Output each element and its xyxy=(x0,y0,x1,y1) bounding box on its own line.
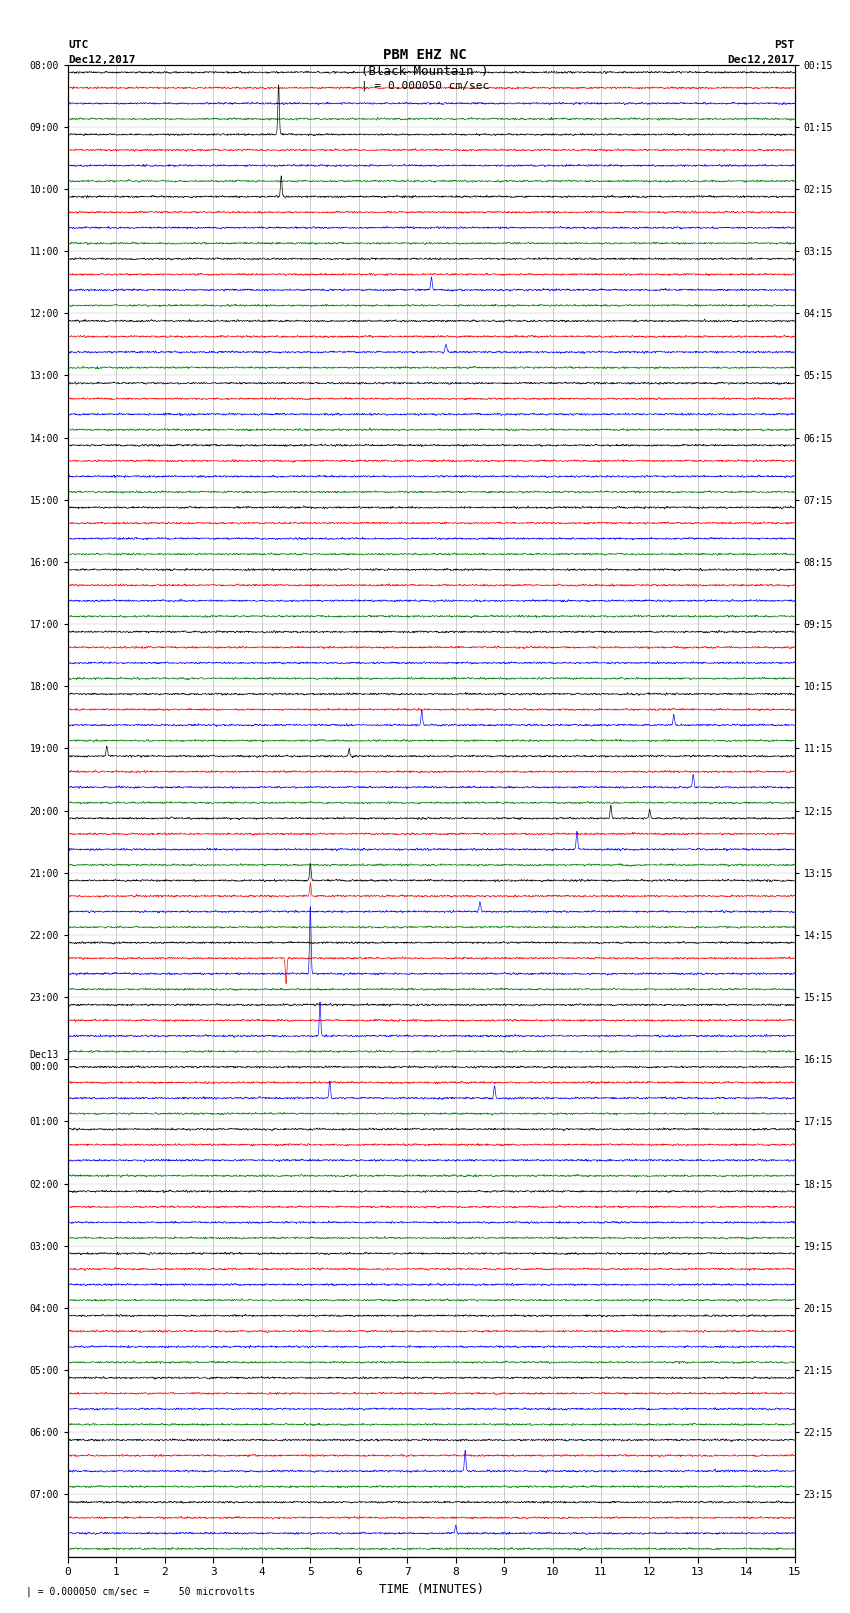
Text: (Black Mountain ): (Black Mountain ) xyxy=(361,65,489,77)
Text: PST: PST xyxy=(774,40,795,50)
Text: PBM EHZ NC: PBM EHZ NC xyxy=(383,48,467,63)
Text: UTC: UTC xyxy=(68,40,88,50)
Text: Dec12,2017: Dec12,2017 xyxy=(728,55,795,65)
Text: | = 0.000050 cm/sec: | = 0.000050 cm/sec xyxy=(361,81,489,92)
Text: | = 0.000050 cm/sec =     50 microvolts: | = 0.000050 cm/sec = 50 microvolts xyxy=(26,1586,255,1597)
X-axis label: TIME (MINUTES): TIME (MINUTES) xyxy=(379,1582,484,1595)
Text: Dec12,2017: Dec12,2017 xyxy=(68,55,135,65)
